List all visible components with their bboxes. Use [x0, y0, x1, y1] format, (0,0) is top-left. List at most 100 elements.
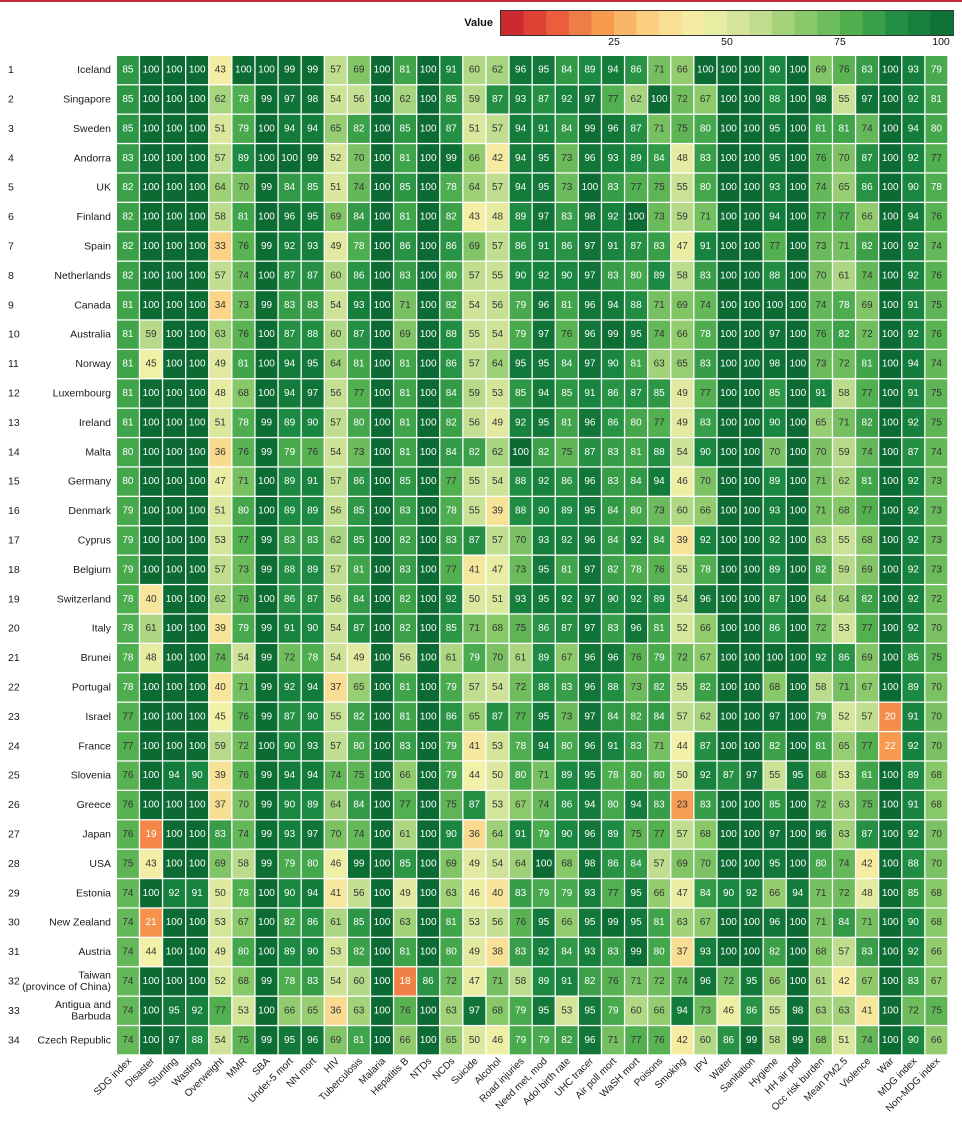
heatmap-cell: [625, 1026, 647, 1055]
heatmap-cell-value: 77: [607, 888, 619, 899]
heatmap-cell: [717, 702, 740, 731]
heatmap-cell-value: 57: [677, 829, 689, 840]
heatmap-cell-value: 63: [446, 1005, 458, 1016]
heatmap-cell-value: 82: [446, 300, 458, 311]
heatmap-cell: [324, 232, 347, 261]
heatmap-cell: [348, 144, 370, 173]
heatmap-cell: [417, 350, 440, 379]
heatmap-cell-value: 80: [515, 770, 527, 781]
heatmap-cell: [255, 614, 278, 643]
heatmap-cell: [140, 614, 162, 643]
heatmap-cell: [486, 350, 509, 379]
top-border-line: [0, 0, 962, 2]
heatmap-cell: [555, 644, 578, 673]
heatmap-cell: [648, 820, 671, 849]
heatmap-cell: [579, 114, 601, 143]
heatmap-cell: [463, 908, 486, 937]
heatmap-cell: [394, 467, 416, 496]
heatmap-cell: [671, 144, 694, 173]
heatmap-cell-value: 100: [882, 594, 899, 605]
heatmap-cell-value: 78: [631, 564, 643, 575]
heatmap-cell: [602, 585, 624, 614]
heatmap-cell-value: 84: [654, 153, 666, 164]
heatmap-cell-value: 96: [307, 1035, 319, 1046]
heatmap-cell-value: 100: [789, 94, 806, 105]
heatmap-cell-value: 78: [446, 182, 458, 193]
heatmap-cell-value: 75: [862, 800, 874, 811]
heatmap-cell: [694, 791, 717, 820]
heatmap-cell-value: 36: [469, 829, 481, 840]
heatmap-cell: [278, 438, 301, 467]
heatmap-cell-value: 100: [374, 770, 391, 781]
heatmap-cell-value: 43: [145, 858, 157, 869]
heatmap-cell-value: 100: [789, 359, 806, 370]
heatmap-cell-value: 99: [631, 947, 643, 958]
heatmap-cell-value: 70: [931, 711, 943, 722]
heatmap-cell: [394, 438, 416, 467]
heatmap-cell-value: 74: [122, 947, 134, 958]
heatmap-cell-value: 55: [677, 564, 689, 575]
heatmap-cell-value: 93: [769, 182, 781, 193]
heatmap-cell: [463, 114, 486, 143]
heatmap-cell: [255, 820, 278, 849]
heatmap-cell: [555, 261, 578, 290]
heatmap-cell-value: 62: [215, 94, 227, 105]
heatmap-cell: [602, 261, 624, 290]
row-country-label: Netherlands: [54, 270, 111, 282]
heatmap-cell: [555, 467, 578, 496]
heatmap-cell: [856, 732, 878, 761]
heatmap-cell: [532, 614, 555, 643]
row-rank: 9: [8, 299, 14, 311]
heatmap-cell: [371, 497, 393, 526]
heatmap-cell: [810, 379, 832, 408]
heatmap-cell-value: 88: [284, 564, 296, 575]
heatmap-cell: [232, 56, 255, 85]
heatmap-cell: [255, 320, 278, 349]
heatmap-cell-value: 82: [769, 947, 781, 958]
heatmap-cell-value: 73: [238, 564, 250, 575]
heatmap-cell: [140, 791, 162, 820]
heatmap-cell: [440, 555, 463, 584]
heatmap-cell: [140, 879, 162, 908]
heatmap-cell-value: 90: [723, 888, 735, 899]
heatmap-cell: [278, 702, 301, 731]
heatmap-cell: [902, 849, 925, 878]
heatmap-cell-value: 100: [374, 417, 391, 428]
heatmap-cell: [440, 467, 463, 496]
heatmap-cell-value: 95: [307, 212, 319, 223]
heatmap-cell-value: 100: [420, 535, 437, 546]
heatmap-cell: [579, 702, 601, 731]
heatmap-cell-value: 64: [330, 359, 342, 370]
heatmap-cell-value: 87: [561, 623, 573, 634]
heatmap-cell: [579, 497, 601, 526]
heatmap-cell-value: 79: [515, 1005, 527, 1016]
heatmap-cell: [694, 408, 717, 437]
heatmap-cell: [786, 791, 809, 820]
heatmap-cell-value: 83: [862, 65, 874, 76]
heatmap-cell: [209, 291, 232, 320]
heatmap-cell: [833, 967, 855, 996]
heatmap-cell-value: 100: [882, 535, 899, 546]
heatmap-cell-value: 67: [700, 917, 712, 928]
heatmap-cell-value: 100: [720, 94, 737, 105]
heatmap-cell-value: 80: [122, 447, 134, 458]
heatmap-cell-value: 100: [189, 623, 206, 634]
heatmap-cell-value: 57: [492, 241, 504, 252]
heatmap-cell-value: 95: [769, 858, 781, 869]
heatmap-cell: [324, 702, 347, 731]
heatmap-cell-value: 18: [400, 976, 412, 987]
heatmap-cell-value: 83: [654, 241, 666, 252]
heatmap-cell: [209, 438, 232, 467]
heatmap-cell: [255, 85, 278, 114]
heatmap-cell-value: 53: [238, 1005, 250, 1016]
heatmap-cell-value: 51: [215, 506, 227, 517]
heatmap-cell-value: 78: [122, 594, 134, 605]
heatmap-cell-value: 100: [258, 359, 275, 370]
heatmap-cell-value: 94: [769, 212, 781, 223]
heatmap-cell: [394, 644, 416, 673]
heatmap-cell: [833, 114, 855, 143]
heatmap-cell: [509, 497, 532, 526]
heatmap-cell-value: 71: [838, 241, 850, 252]
heatmap-cell-value: 81: [400, 447, 412, 458]
heatmap-cell: [810, 350, 832, 379]
